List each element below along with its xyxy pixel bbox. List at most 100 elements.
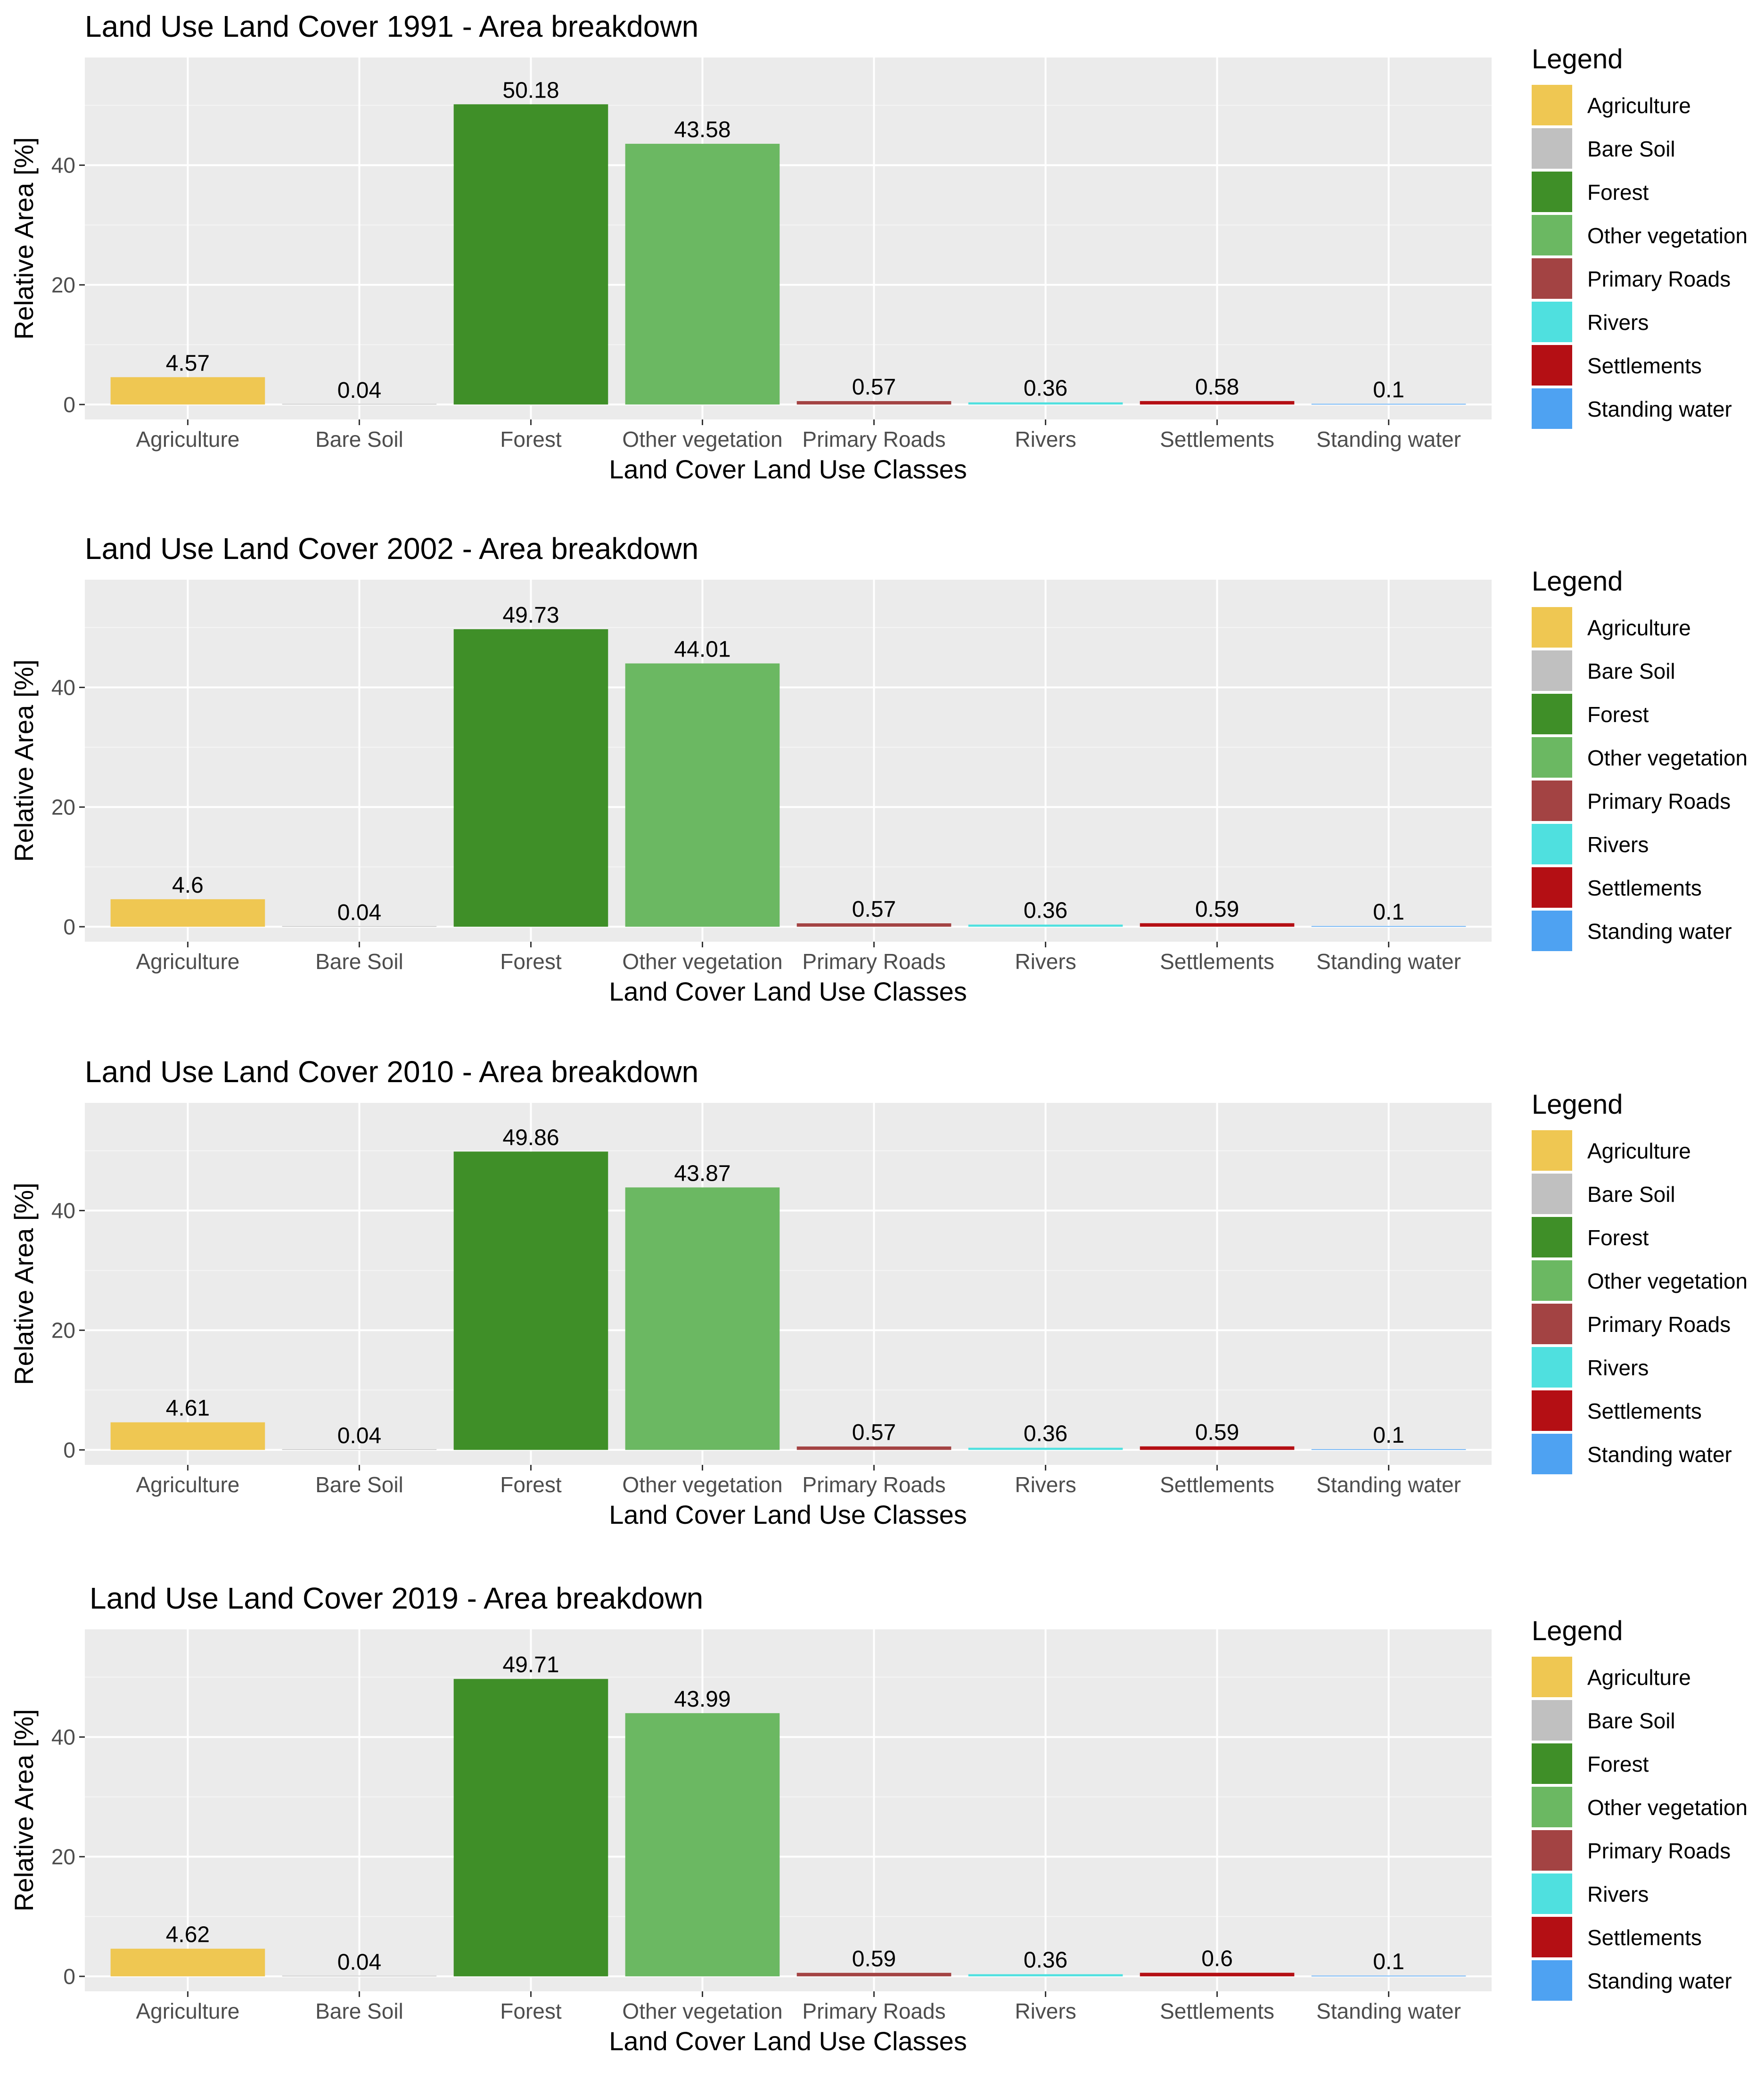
data-label-forest: 49.86 (502, 1125, 559, 1150)
x-tick-label-forest: Forest (500, 427, 562, 452)
data-labels: 4.6 0.04 49.73 44.01 0.57 0.36 0.59 0.1 (172, 603, 1404, 925)
legend-title: Legend (1532, 566, 1623, 597)
data-label-bare-soil: 0.04 (337, 1423, 381, 1448)
data-label-rivers: 0.36 (1024, 376, 1067, 401)
data-label-agriculture: 4.61 (166, 1396, 210, 1421)
legend: Agriculture Bare Soil Forest Other vegetati… (1532, 85, 1748, 429)
y-axis-ticks: 0 20 40 (51, 675, 85, 939)
x-tick-label-settlements: Settlements (1160, 1999, 1274, 2023)
y-tick-label: 20 (51, 795, 75, 819)
x-axis-title: Land Cover Land Use Classes (609, 454, 967, 484)
bar-standing-water (1311, 1975, 1466, 1977)
legend-label-bare-soil: Bare Soil (1587, 137, 1675, 161)
bar-standing-water (1311, 1449, 1466, 1450)
y-axis-ticks: 0 20 40 (51, 1198, 85, 1462)
x-axis-title: Land Cover Land Use Classes (609, 977, 967, 1006)
y-tick-label: 20 (51, 1318, 75, 1342)
data-labels: 4.62 0.04 49.71 43.99 0.59 0.36 0.6 0.1 (166, 1652, 1404, 1975)
x-tick-label-settlements: Settlements (1160, 1472, 1274, 1497)
bar-standing-water (1311, 403, 1466, 405)
legend-label-other-vegetation: Other vegetation (1587, 746, 1748, 770)
legend-swatch-rivers (1532, 1873, 1572, 1914)
data-label-agriculture: 4.6 (172, 873, 204, 898)
x-axis-title: Land Cover Land Use Classes (609, 1500, 967, 1529)
x-tick-label-agriculture: Agriculture (136, 427, 239, 452)
x-axis-title: Land Cover Land Use Classes (609, 2026, 967, 2056)
bar-agriculture (110, 377, 265, 405)
chart-panel-1991: Land Use Land Cover 1991 - Area breakdow… (0, 0, 1764, 523)
chart-title: Land Use Land Cover 2019 - Area breakdow… (90, 1581, 703, 1615)
legend-label-primary-roads: Primary Roads (1587, 1312, 1731, 1337)
legend-swatch-forest (1532, 1217, 1572, 1257)
legend-swatch-agriculture (1532, 607, 1572, 648)
data-label-standing-water: 0.1 (1373, 1423, 1404, 1448)
legend-swatch-rivers (1532, 1347, 1572, 1388)
legend: Agriculture Bare Soil Forest Other vegetati… (1532, 607, 1748, 951)
bar-rivers (968, 924, 1123, 927)
bar-rivers (968, 1974, 1123, 1977)
bar-primary-roads (796, 1446, 952, 1450)
legend-label-rivers: Rivers (1587, 310, 1649, 335)
data-label-standing-water: 0.1 (1373, 1949, 1404, 1974)
bar-settlements (1140, 1972, 1295, 1977)
y-tick-label: 40 (51, 1725, 75, 1749)
data-label-other-vegetation: 43.58 (674, 117, 730, 142)
bar-rivers (968, 402, 1123, 405)
bar-agriculture (110, 1422, 265, 1450)
legend-swatch-other-vegetation (1532, 1260, 1572, 1301)
data-label-standing-water: 0.1 (1373, 900, 1404, 925)
legend-swatch-forest (1532, 1743, 1572, 1784)
bar-rivers (968, 1447, 1123, 1450)
bar-settlements (1140, 401, 1295, 405)
legend-label-agriculture: Agriculture (1587, 1665, 1691, 1690)
bars (110, 104, 1466, 405)
data-label-rivers: 0.36 (1024, 1948, 1067, 1973)
legend-label-primary-roads: Primary Roads (1587, 1839, 1731, 1863)
data-label-standing-water: 0.1 (1373, 378, 1404, 403)
legend-label-rivers: Rivers (1587, 832, 1649, 857)
bar-agriculture (110, 899, 265, 927)
x-tick-label-forest: Forest (500, 949, 562, 974)
x-tick-label-standing-water: Standing water (1316, 1472, 1461, 1497)
bar-settlements (1140, 1446, 1295, 1450)
legend-label-forest: Forest (1587, 1752, 1649, 1776)
bar-chart-2010: Land Use Land Cover 2010 - Area breakdow… (9, 1055, 1748, 1529)
data-label-rivers: 0.36 (1024, 898, 1067, 923)
chart-panel-2010: Land Use Land Cover 2010 - Area breakdow… (0, 1045, 1764, 1569)
legend-label-other-vegetation: Other vegetation (1587, 1795, 1748, 1820)
plot-background (85, 1629, 1492, 1991)
legend-swatch-primary-roads (1532, 258, 1572, 299)
data-label-settlements: 0.59 (1195, 897, 1239, 922)
bars (110, 1151, 1466, 1450)
x-axis-ticks: Agriculture Bare Soil Forest Other vegetati… (136, 1991, 1461, 2023)
legend-swatch-forest (1532, 172, 1572, 212)
legend-label-standing-water: Standing water (1587, 919, 1732, 944)
y-tick-label: 40 (51, 1198, 75, 1223)
x-axis-ticks: Agriculture Bare Soil Forest Other vegetati… (136, 419, 1461, 452)
x-tick-label-agriculture: Agriculture (136, 1472, 239, 1497)
legend-label-forest: Forest (1587, 180, 1649, 205)
y-axis-title: Relative Area [%] (9, 1709, 39, 1912)
bar-bare-soil (282, 403, 437, 405)
legend-label-bare-soil: Bare Soil (1587, 659, 1675, 683)
data-label-other-vegetation: 43.87 (674, 1161, 730, 1186)
y-axis-ticks: 0 20 40 (51, 1725, 85, 1988)
data-label-bare-soil: 0.04 (337, 1950, 381, 1975)
data-label-agriculture: 4.62 (166, 1922, 210, 1947)
x-tick-label-forest: Forest (500, 1999, 562, 2023)
plot-background (85, 1103, 1492, 1465)
legend-label-standing-water: Standing water (1587, 1969, 1732, 1993)
legend-title: Legend (1532, 1089, 1623, 1120)
legend-label-settlements: Settlements (1587, 876, 1702, 900)
legend-label-primary-roads: Primary Roads (1587, 789, 1731, 813)
plot-background (85, 58, 1492, 419)
x-tick-label-primary-roads: Primary Roads (802, 1472, 945, 1497)
chart-title: Land Use Land Cover 2002 - Area breakdow… (85, 532, 698, 566)
legend-label-other-vegetation: Other vegetation (1587, 1269, 1748, 1293)
bar-standing-water (1311, 926, 1466, 927)
data-label-settlements: 0.58 (1195, 375, 1239, 400)
bar-bare-soil (282, 926, 437, 927)
legend-label-settlements: Settlements (1587, 1399, 1702, 1423)
y-axis-title: Relative Area [%] (9, 659, 39, 862)
bars (110, 629, 1466, 927)
